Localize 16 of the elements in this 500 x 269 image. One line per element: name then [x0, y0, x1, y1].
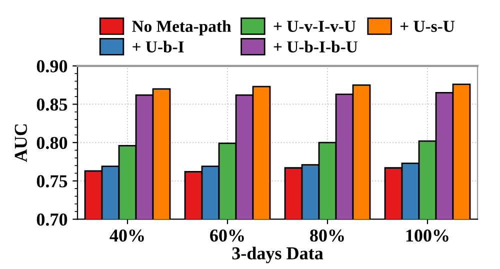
y-tick-label: 0.80 [36, 136, 68, 150]
y-tick-label: 0.75 [36, 175, 68, 188]
legend-label: + U-b-I [132, 40, 184, 53]
legend-label: + U-s-U [400, 20, 454, 32]
x-axis-title: 3-days Data [232, 246, 324, 264]
x-tick-label: 40% [110, 229, 144, 242]
y-tick-label: 0.70 [36, 213, 68, 226]
x-tick-label: 80% [310, 229, 344, 242]
legend-label: No Meta-path [132, 20, 232, 36]
y-tick-label: 0.85 [36, 98, 68, 111]
y-tick-label: 0.90 [36, 60, 68, 72]
y-axis-title: AUC [14, 124, 27, 162]
legend-label: + U-b-I-b-U [274, 40, 358, 53]
x-tick-label: 60% [210, 229, 244, 242]
x-tick-label: 100% [406, 229, 448, 242]
legend-label: + U-v-I-v-U [274, 20, 356, 32]
